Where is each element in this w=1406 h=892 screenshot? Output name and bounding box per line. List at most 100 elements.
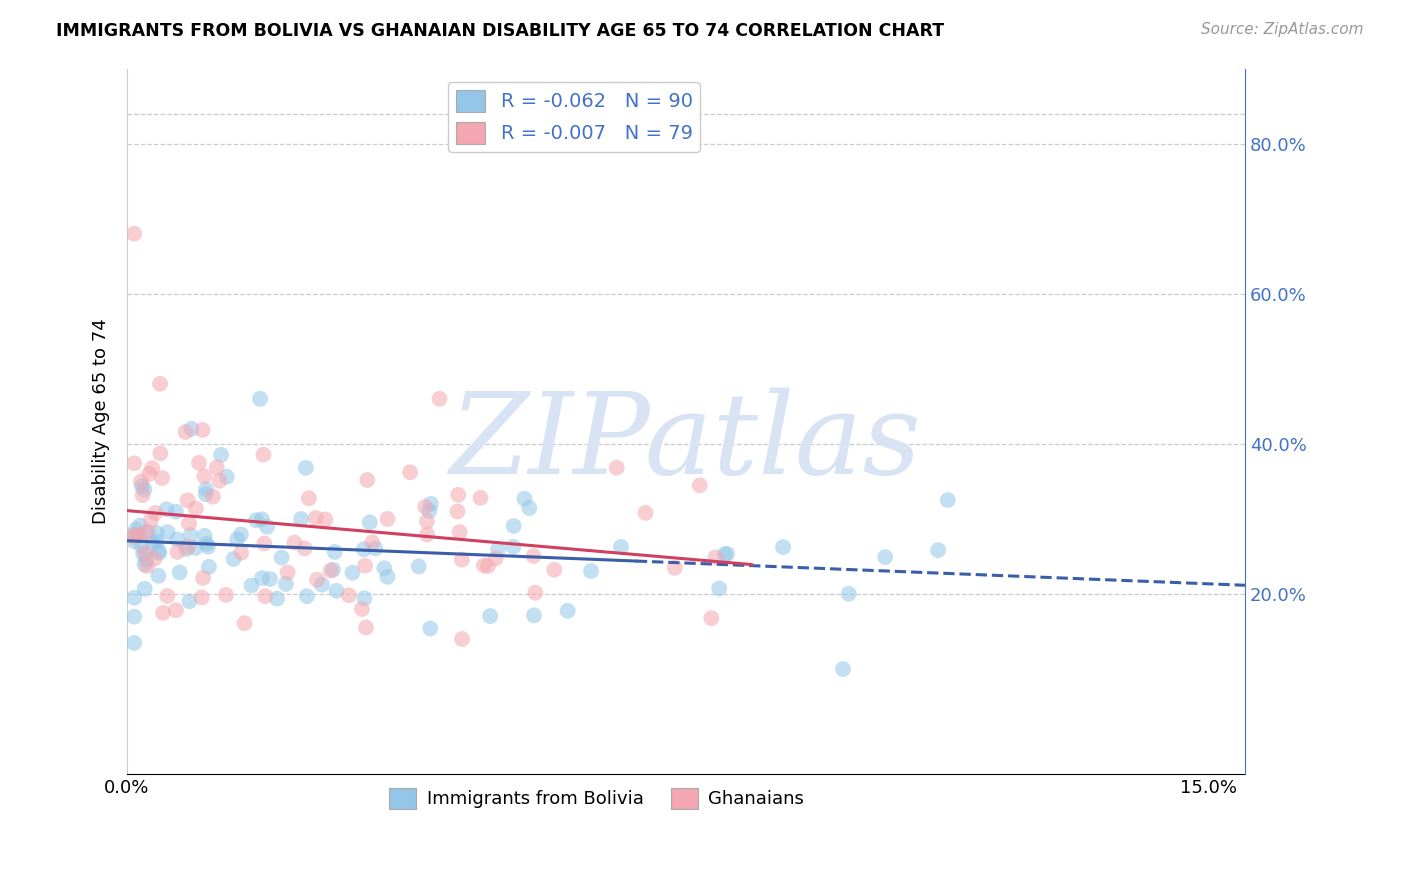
Point <box>132 547 155 561</box>
Point <box>557 604 579 618</box>
Point <box>184 501 207 516</box>
Point <box>472 558 495 573</box>
Point <box>131 539 153 553</box>
Point <box>579 564 602 578</box>
Point <box>240 578 263 592</box>
Point <box>180 528 202 542</box>
Point <box>353 542 375 557</box>
Point <box>194 487 217 501</box>
Point <box>451 632 474 646</box>
Point <box>139 514 162 528</box>
Text: IMMIGRANTS FROM BOLIVIA VS GHANAIAN DISABILITY AGE 65 TO 74 CORRELATION CHART: IMMIGRANTS FROM BOLIVIA VS GHANAIAN DISA… <box>56 22 945 40</box>
Point <box>484 551 506 566</box>
Point <box>350 602 373 616</box>
Point <box>523 608 546 623</box>
Point <box>187 456 209 470</box>
Point <box>502 540 524 554</box>
Point <box>195 536 218 550</box>
Point <box>249 392 271 406</box>
Point <box>122 530 145 544</box>
Point <box>927 543 949 558</box>
Point <box>195 482 218 496</box>
Point <box>129 518 152 533</box>
Point <box>716 547 738 561</box>
Point <box>314 512 336 526</box>
Point <box>707 582 730 596</box>
Point <box>148 546 170 560</box>
Point <box>319 564 342 578</box>
Legend: Immigrants from Bolivia, Ghanaians: Immigrants from Bolivia, Ghanaians <box>381 780 811 816</box>
Point <box>193 469 215 483</box>
Point <box>305 511 328 525</box>
Point <box>295 589 318 603</box>
Point <box>470 491 492 505</box>
Point <box>134 558 156 572</box>
Point <box>176 493 198 508</box>
Point <box>364 541 387 556</box>
Point <box>165 505 187 519</box>
Point <box>145 506 167 520</box>
Point <box>513 491 536 506</box>
Point <box>125 523 148 537</box>
Point <box>124 528 146 542</box>
Point <box>277 566 299 580</box>
Point <box>146 526 169 541</box>
Point <box>191 591 214 605</box>
Point <box>197 540 219 554</box>
Point <box>875 550 897 565</box>
Point <box>131 488 153 502</box>
Point <box>131 479 153 493</box>
Point <box>134 582 156 596</box>
Point <box>198 560 221 574</box>
Point <box>323 545 346 559</box>
Point <box>377 570 399 584</box>
Point <box>122 528 145 542</box>
Point <box>122 534 145 549</box>
Point <box>201 490 224 504</box>
Point <box>353 591 375 606</box>
Point <box>148 568 170 582</box>
Point <box>634 506 657 520</box>
Point <box>174 425 197 439</box>
Point <box>936 493 959 508</box>
Point <box>180 422 202 436</box>
Point <box>266 591 288 606</box>
Point <box>166 545 188 559</box>
Point <box>294 541 316 556</box>
Point <box>215 469 238 483</box>
Point <box>606 460 628 475</box>
Point <box>477 559 499 574</box>
Point <box>169 566 191 580</box>
Point <box>337 588 360 602</box>
Point <box>127 528 149 542</box>
Point <box>205 460 228 475</box>
Point <box>689 478 711 492</box>
Point <box>524 585 547 599</box>
Point <box>166 533 188 547</box>
Point <box>450 552 472 566</box>
Point <box>134 483 156 497</box>
Point <box>283 535 305 549</box>
Point <box>254 589 277 603</box>
Point <box>149 446 172 460</box>
Point <box>418 504 440 518</box>
Point <box>517 500 540 515</box>
Point <box>174 542 197 557</box>
Point <box>149 376 172 391</box>
Point <box>138 467 160 481</box>
Point <box>270 550 292 565</box>
Point <box>122 591 145 605</box>
Point <box>419 497 441 511</box>
Point <box>136 559 159 574</box>
Point <box>250 512 273 526</box>
Point <box>479 609 502 624</box>
Point <box>129 475 152 489</box>
Point <box>449 524 471 539</box>
Point <box>226 533 249 547</box>
Point <box>311 577 333 591</box>
Point <box>209 448 232 462</box>
Point <box>150 471 173 485</box>
Point <box>307 573 329 587</box>
Point <box>142 536 165 550</box>
Point <box>838 587 860 601</box>
